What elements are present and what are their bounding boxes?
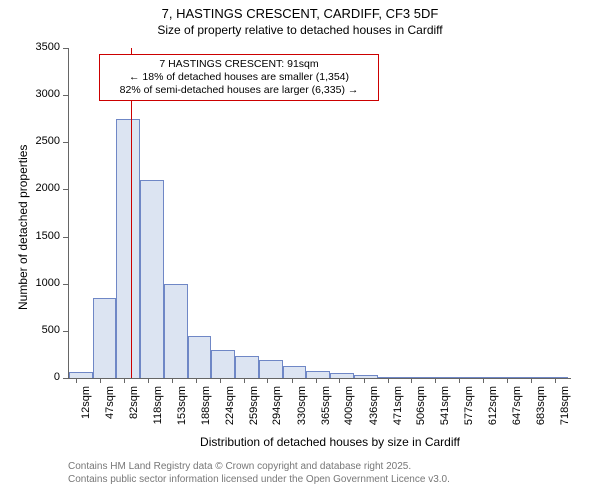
x-tick <box>267 378 268 383</box>
x-tick-label: 330sqm <box>296 386 308 426</box>
x-tick-label: 12sqm <box>80 386 92 426</box>
x-tick-label: 612sqm <box>487 386 499 426</box>
y-tick <box>63 284 68 285</box>
y-tick <box>63 142 68 143</box>
footer-attribution: Contains HM Land Registry data © Crown c… <box>68 460 450 486</box>
histogram-bar <box>473 377 497 378</box>
x-tick-label: 436sqm <box>368 386 380 426</box>
x-tick-label: 400sqm <box>343 386 355 426</box>
x-tick <box>292 378 293 383</box>
x-tick-label: 577sqm <box>463 386 475 426</box>
histogram-bar <box>235 356 259 378</box>
x-tick <box>316 378 317 383</box>
y-tick-label: 1500 <box>26 230 60 242</box>
x-tick-label: 224sqm <box>224 386 236 426</box>
y-tick-label: 2000 <box>26 182 60 194</box>
histogram-bar <box>425 377 449 378</box>
x-tick-label: 365sqm <box>320 386 332 426</box>
x-tick-label: 82sqm <box>128 386 140 426</box>
y-tick-label: 3500 <box>26 41 60 53</box>
x-tick-label: 47sqm <box>104 386 116 426</box>
histogram-bar <box>306 371 330 378</box>
x-tick <box>148 378 149 383</box>
annotation-line: ← 18% of detached houses are smaller (1,… <box>106 71 372 84</box>
y-tick-label: 0 <box>26 371 60 383</box>
histogram-bar <box>116 119 140 378</box>
y-tick <box>63 189 68 190</box>
x-tick <box>531 378 532 383</box>
histogram-bar <box>354 375 378 378</box>
y-tick-label: 3000 <box>26 88 60 100</box>
x-tick <box>411 378 412 383</box>
x-tick-label: 294sqm <box>271 386 283 426</box>
x-tick <box>459 378 460 383</box>
histogram-bar <box>93 298 117 378</box>
x-tick <box>196 378 197 383</box>
y-tick-label: 500 <box>26 324 60 336</box>
x-tick <box>244 378 245 383</box>
y-tick <box>63 237 68 238</box>
x-tick <box>435 378 436 383</box>
histogram-bar <box>449 377 473 378</box>
x-tick <box>507 378 508 383</box>
histogram-bar <box>401 377 425 378</box>
histogram-bar <box>378 377 402 378</box>
y-tick-label: 2500 <box>26 135 60 147</box>
chart-subtitle: Size of property relative to detached ho… <box>0 23 600 37</box>
x-tick-label: 259sqm <box>248 386 260 426</box>
x-tick <box>100 378 101 383</box>
x-tick <box>76 378 77 383</box>
x-axis-label: Distribution of detached houses by size … <box>170 435 490 449</box>
histogram-bar <box>164 284 188 378</box>
y-tick <box>63 48 68 49</box>
y-tick <box>63 95 68 96</box>
histogram-bar <box>283 366 307 378</box>
x-tick-label: 647sqm <box>511 386 523 426</box>
histogram-bar <box>188 336 212 378</box>
x-tick <box>555 378 556 383</box>
x-tick-label: 718sqm <box>559 386 571 426</box>
histogram-bar <box>69 372 93 378</box>
histogram-bar <box>496 377 520 378</box>
x-tick-label: 153sqm <box>176 386 188 426</box>
x-tick-label: 683sqm <box>535 386 547 426</box>
plot-area: 7 HASTINGS CRESCENT: 91sqm← 18% of detac… <box>68 48 571 379</box>
y-tick <box>63 378 68 379</box>
x-tick <box>220 378 221 383</box>
x-tick-label: 506sqm <box>415 386 427 426</box>
x-tick-label: 118sqm <box>152 386 164 426</box>
histogram-bar <box>330 373 354 378</box>
x-tick <box>339 378 340 383</box>
x-tick-label: 471sqm <box>392 386 404 426</box>
histogram-bar <box>140 180 164 378</box>
chart-container: 7, HASTINGS CRESCENT, CARDIFF, CF3 5DF S… <box>0 0 600 500</box>
histogram-bar <box>211 350 235 378</box>
x-tick <box>483 378 484 383</box>
annotation-line: 7 HASTINGS CRESCENT: 91sqm <box>106 58 372 71</box>
x-tick <box>364 378 365 383</box>
chart-title: 7, HASTINGS CRESCENT, CARDIFF, CF3 5DF <box>0 0 600 23</box>
x-tick <box>124 378 125 383</box>
y-tick <box>63 331 68 332</box>
annotation-line: 82% of semi-detached houses are larger (… <box>106 84 372 97</box>
histogram-bar <box>259 360 283 378</box>
y-tick-label: 1000 <box>26 277 60 289</box>
footer-line-2: Contains public sector information licen… <box>68 473 450 486</box>
x-tick <box>172 378 173 383</box>
footer-line-1: Contains HM Land Registry data © Crown c… <box>68 460 450 473</box>
x-tick-label: 541sqm <box>439 386 451 426</box>
annotation-box: 7 HASTINGS CRESCENT: 91sqm← 18% of detac… <box>99 54 379 101</box>
x-tick-label: 188sqm <box>200 386 212 426</box>
x-tick <box>388 378 389 383</box>
